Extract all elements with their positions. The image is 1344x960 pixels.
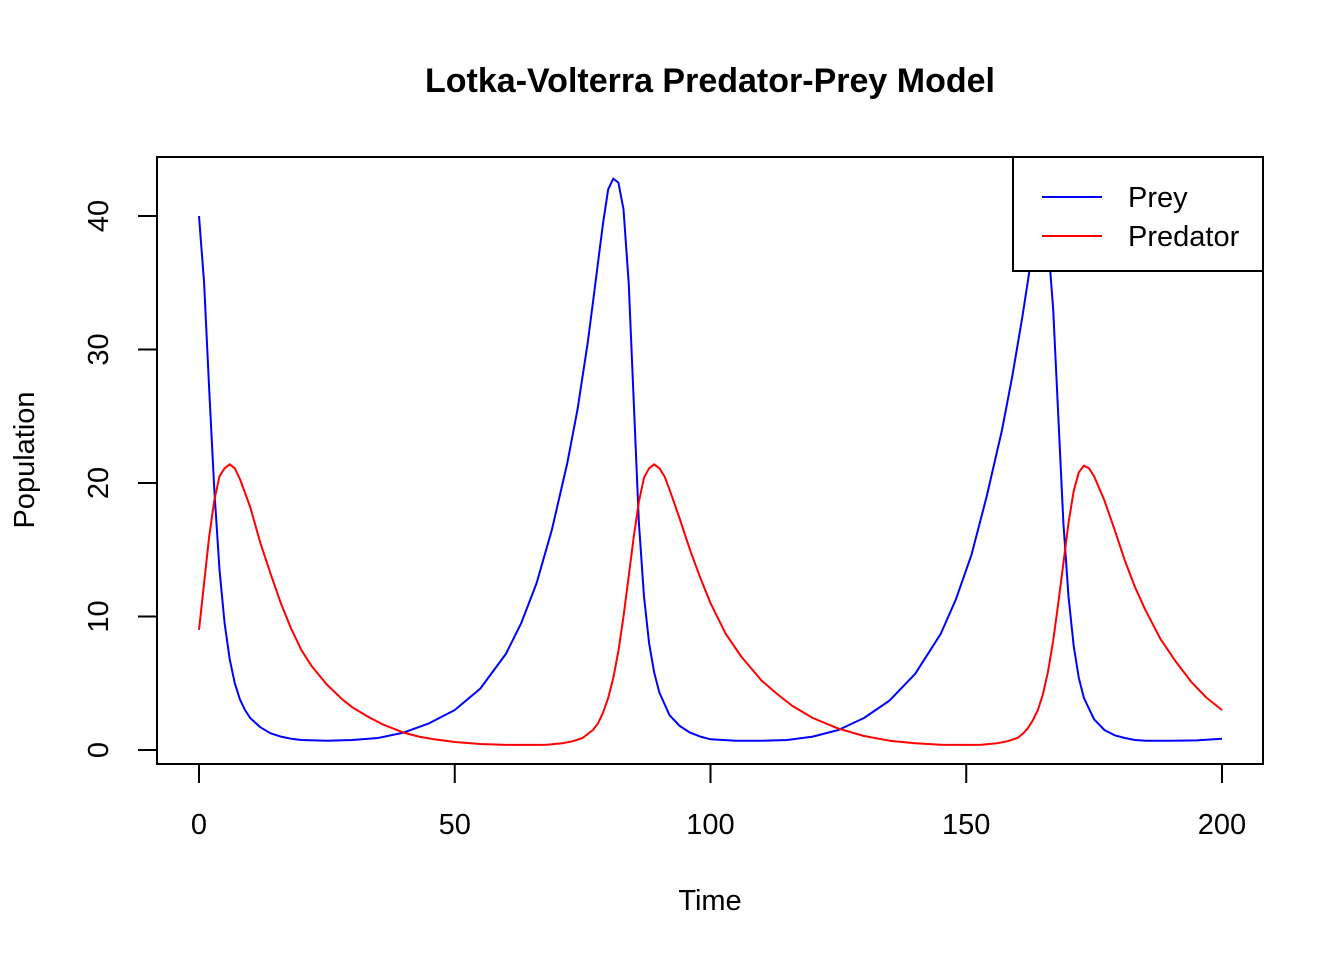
x-tick-label: 0 bbox=[191, 809, 207, 841]
x-tick-label: 100 bbox=[686, 809, 734, 841]
y-tick-label: 0 bbox=[83, 742, 115, 758]
legend-label-prey: Prey bbox=[1128, 182, 1188, 214]
series-line-prey bbox=[198, 177, 1223, 742]
legend-box bbox=[1012, 156, 1264, 272]
y-tick-label: 20 bbox=[83, 467, 115, 499]
y-axis-label: Population bbox=[9, 391, 41, 528]
x-axis: 0 50 100 150 200 bbox=[191, 764, 1246, 841]
series-line-predator bbox=[198, 463, 1223, 746]
x-tick-label: 200 bbox=[1198, 809, 1246, 841]
x-axis-label: Time bbox=[678, 885, 741, 917]
x-tick-label: 50 bbox=[439, 809, 471, 841]
y-tick-label: 30 bbox=[83, 333, 115, 365]
y-tick-label: 40 bbox=[83, 200, 115, 232]
y-tick-label: 10 bbox=[83, 600, 115, 632]
chart-title: Lotka-Volterra Predator-Prey Model bbox=[425, 62, 995, 100]
legend-label-predator: Predator bbox=[1128, 221, 1240, 253]
legend: Prey Predator bbox=[1012, 156, 1264, 272]
y-axis: 0 10 20 30 40 bbox=[83, 200, 157, 758]
plot-area bbox=[198, 177, 1223, 746]
x-tick-label: 150 bbox=[942, 809, 990, 841]
